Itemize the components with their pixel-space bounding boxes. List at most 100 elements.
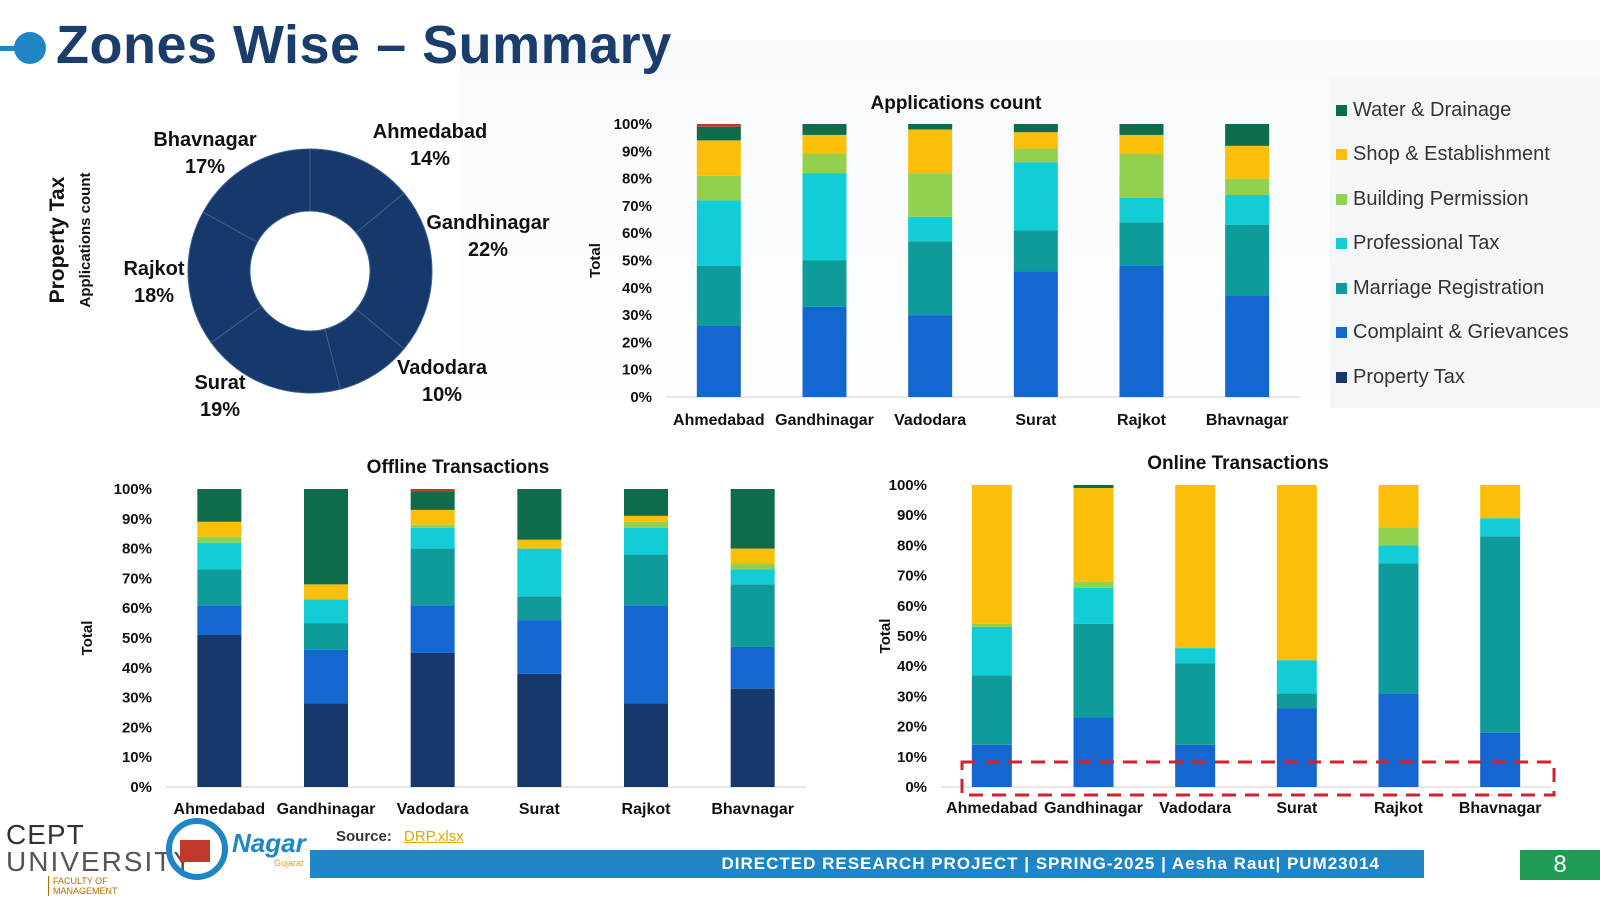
- legend-label: Building Permission: [1353, 187, 1529, 210]
- bar-segment: [971, 485, 1012, 624]
- y-tick-label: 0%: [130, 779, 152, 796]
- bar-segment: [1378, 485, 1419, 528]
- y-tick-label: 90%: [122, 511, 152, 528]
- bar-segment: [1013, 132, 1058, 149]
- donut-slice-pct: 17%: [185, 156, 225, 178]
- x-tick-label: Rajkot: [1374, 800, 1424, 817]
- donut-slice: [202, 148, 311, 243]
- title-bullet-icon: [14, 32, 46, 64]
- y-tick-label: 100%: [889, 477, 927, 494]
- bar-segment: [908, 173, 953, 217]
- bar-segment: [971, 626, 1012, 676]
- bar-segment: [1073, 485, 1114, 489]
- x-tick-label: Bhavnagar: [711, 801, 794, 818]
- bar-segment: [517, 539, 562, 549]
- bar-segment: [1073, 623, 1114, 718]
- legend-item: Water & Drainage: [1336, 88, 1586, 133]
- x-tick-label: Rajkot: [622, 801, 672, 818]
- bar-segment: [1013, 230, 1058, 272]
- source-label: Source:: [336, 828, 392, 845]
- bar-segment: [1225, 178, 1270, 195]
- bar-segment: [730, 688, 775, 787]
- bar-segment: [730, 584, 775, 647]
- bar-segment: [517, 548, 562, 597]
- bar-segment: [802, 260, 847, 307]
- donut-slice-label: Bhavnagar: [153, 129, 257, 151]
- x-tick-label: Vadodara: [894, 412, 966, 429]
- bar-segment: [696, 200, 741, 266]
- donut-slice-pct: 10%: [422, 384, 462, 406]
- bar-segment: [410, 489, 455, 492]
- bar-segment: [730, 548, 775, 564]
- donut-slice-label: Gandhinagar: [426, 212, 550, 234]
- bar-segment: [197, 521, 242, 537]
- legend-swatch: [1336, 282, 1347, 294]
- bar-segment: [624, 489, 668, 516]
- bar-segment: [1073, 581, 1114, 588]
- donut-slice-label: Surat: [194, 372, 245, 394]
- x-tick-label: Ahmedabad: [174, 801, 266, 818]
- source-link[interactable]: DRP.xlsx: [404, 828, 464, 845]
- y-tick-label: 30%: [897, 688, 927, 705]
- bar-segment: [971, 675, 1012, 745]
- bar-segment: [908, 216, 953, 242]
- bar-segment: [1013, 124, 1058, 133]
- bar-segment: [971, 744, 1012, 787]
- legend-swatch: [1336, 149, 1347, 161]
- legend-label: Complaint & Grievances: [1353, 321, 1569, 344]
- bar-segment: [1378, 563, 1419, 694]
- nagar-logo-text: Nagar: [232, 828, 306, 858]
- bar-segment: [1119, 222, 1164, 266]
- bar-segment: [1276, 708, 1317, 787]
- legend-background: [1330, 78, 1600, 408]
- bar-segment: [730, 563, 775, 570]
- legend-label: Water & Drainage: [1353, 98, 1512, 121]
- bar-segment: [410, 509, 455, 525]
- bar-segment: [624, 527, 668, 555]
- bar-segment: [304, 703, 348, 787]
- bar-segment: [410, 605, 455, 653]
- bar-segment: [197, 635, 242, 787]
- bar-segment: [802, 134, 847, 155]
- chart-title: Offline Transactions: [367, 457, 550, 478]
- bar-segment: [802, 306, 847, 397]
- donut-slice-pct: 22%: [468, 239, 508, 261]
- y-tick-label: 20%: [897, 719, 927, 736]
- y-tick-label: 90%: [622, 143, 652, 160]
- y-tick-label: 90%: [897, 507, 927, 524]
- bar-segment: [1119, 197, 1164, 223]
- bar-segment: [517, 673, 562, 787]
- logo-university-line: UNIVERSITY: [6, 846, 195, 877]
- donut-slice-pct: 19%: [200, 399, 240, 421]
- legend: Water & Drainage Shop & Establishment Buil…: [1336, 88, 1586, 400]
- bar-segment: [696, 126, 741, 141]
- y-tick-label: 70%: [897, 568, 927, 585]
- y-tick-label: 10%: [622, 362, 652, 379]
- donut-slice: [355, 192, 433, 350]
- y-tick-label: 80%: [897, 537, 927, 554]
- bar-segment: [304, 489, 348, 585]
- y-tick-label: 60%: [122, 600, 152, 617]
- bar-segment: [624, 554, 668, 606]
- bar-segment: [1480, 518, 1521, 537]
- bar-segment: [1276, 660, 1317, 694]
- y-tick-label: 40%: [122, 660, 152, 677]
- y-tick-label: 0%: [630, 389, 652, 406]
- bar-segment: [304, 623, 348, 650]
- x-tick-label: Vadodara: [397, 801, 469, 818]
- bar-segment: [1225, 124, 1270, 146]
- chart-ylabel: Total: [877, 619, 894, 654]
- legend-item: Professional Tax: [1336, 222, 1586, 267]
- bar-segment: [1119, 265, 1164, 397]
- y-tick-label: 50%: [122, 630, 152, 647]
- chart-title: Online Transactions: [1147, 453, 1329, 474]
- y-tick-label: 10%: [897, 749, 927, 766]
- y-tick-label: 80%: [622, 171, 652, 188]
- bar-segment: [1119, 154, 1164, 198]
- legend-label: Marriage Registration: [1353, 276, 1545, 299]
- legend-item: Building Permission: [1336, 177, 1586, 222]
- donut-slice-label: Rajkot: [123, 258, 184, 280]
- legend-swatch: [1336, 327, 1347, 339]
- logo-cept-line: CEPT: [6, 819, 85, 850]
